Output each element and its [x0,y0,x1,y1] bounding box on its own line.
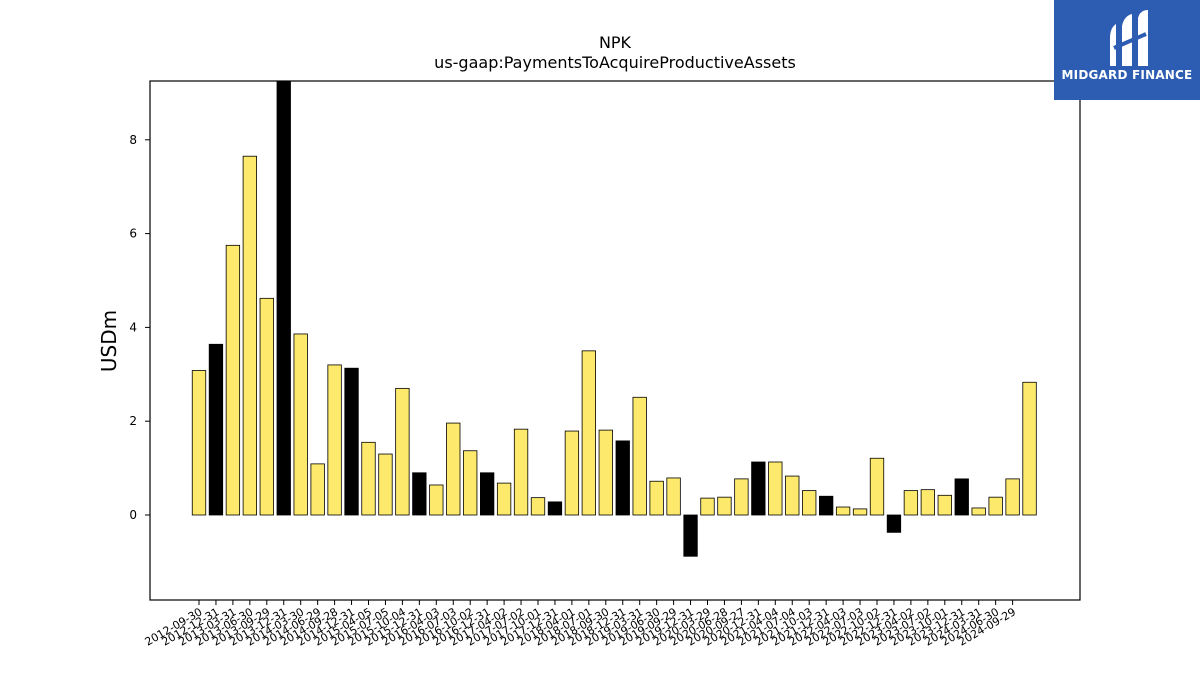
bar-2013-09-29 [259,297,274,516]
bar-2023-10-01 [937,494,952,516]
bar-2016-12-31 [479,472,495,516]
bar-2018-04-01 [564,430,580,516]
y-tick-label: 2 [129,414,137,428]
x-ticks-group: 2012-09-302012-12-312013-03-312013-06-30… [143,600,1018,649]
bar-2019-06-30 [649,480,664,516]
bar-2013-03-31 [225,244,241,516]
bar-2018-12-31 [615,440,630,516]
bar-2024-03-31 [971,507,986,516]
brand-logo: MIDGARD FINANCE [1054,0,1200,100]
bar-2013-12-31 [276,80,291,516]
bar-2017-04-02 [496,482,512,516]
bar-2014-09-28 [327,364,342,516]
bar-2021-04-04 [768,461,783,516]
bar-2022-07-03 [852,508,868,516]
bar-2015-04-05 [361,441,376,516]
bar-2023-04-02 [903,490,919,516]
bar-2024-06-30 [988,496,1003,516]
y-ticks-group: 0 2 4 6 8 [129,133,150,522]
bar-2012-12-31 [208,343,224,516]
bar-2016-10-02 [463,450,478,516]
bar-2020-09-27 [734,478,749,516]
plot-frame [149,80,1081,601]
bar-2017-07-02 [513,428,529,516]
bar-2014-12-31 [344,367,359,516]
bar-2017-10-01 [530,497,546,516]
chart-title: NPK [599,33,632,52]
bar-2021-10-03 [802,490,817,516]
y-tick-label: 0 [129,508,137,522]
bar-2020-12-31 [751,461,766,516]
chart-subtitle: us-gaap:PaymentsToAcquireProductiveAsset… [434,53,796,72]
bar-2014-06-29 [310,463,325,516]
bar-2022-10-02 [869,457,885,516]
bars-group [191,80,1037,557]
bar-2016-07-03 [446,422,461,516]
bar-49 [1022,381,1037,516]
bar-2016-04-03 [429,484,444,516]
bar-2019-09-29 [666,477,681,516]
y-axis-label: USDm [97,310,121,372]
bar-2019-03-31 [632,396,647,516]
bar-2024-09-29 [1005,478,1020,516]
y-tick-label: 4 [129,320,137,334]
logo-text: MIDGARD FINANCE [1061,68,1193,82]
bar-2015-07-05 [378,453,393,516]
bar-2012-09-30 [191,370,207,516]
y-tick-label: 6 [129,227,137,241]
bar-2017-12-31 [547,501,563,516]
bar-2020-06-28 [717,496,732,516]
bar-2018-09-30 [598,429,613,516]
bar-2015-12-31 [412,472,427,516]
bar-2023-07-02 [920,489,935,516]
bar-2021-12-31 [819,495,834,516]
bar-2022-12-31 [886,514,902,533]
bar-2015-10-04 [395,387,410,516]
bar-2018-07-01 [581,350,596,516]
bar-2013-06-30 [242,155,258,516]
bar-2022-04-03 [835,506,851,516]
bar-2020-03-29 [700,497,715,516]
midgard-logo-icon [1110,10,1148,66]
bar-2021-07-04 [785,475,800,516]
bar-2023-12-31 [954,478,969,516]
bar-2014-03-30 [293,333,308,516]
y-tick-label: 8 [129,133,137,147]
bar-2019-12-31 [683,514,698,557]
